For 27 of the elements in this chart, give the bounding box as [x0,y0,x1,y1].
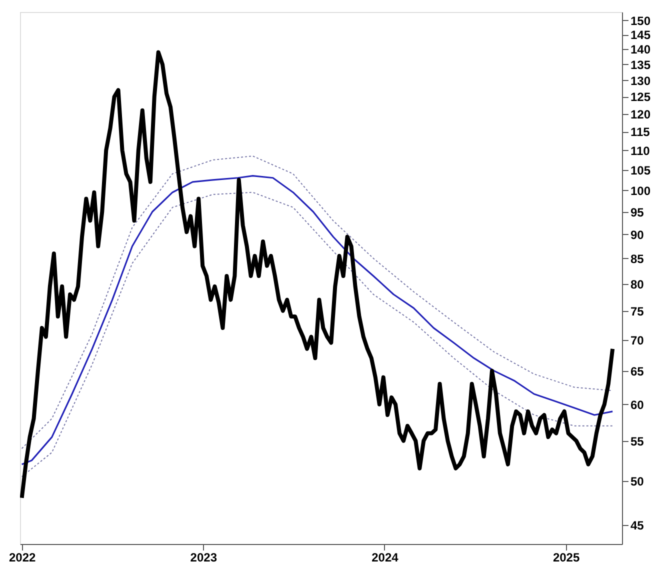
y-tick-label: 100 [630,184,651,198]
y-tick-label: 110 [630,144,650,158]
y-tick-label: 85 [630,252,644,266]
y-tick-label: 60 [630,398,644,412]
x-tick-label: 2024 [372,550,399,564]
y-tick-label: 90 [630,228,644,242]
x-tick-label: 2023 [190,550,218,564]
y-tick-label: 75 [630,304,644,318]
y-tick-label: 105 [630,163,651,178]
y-tick-label: 70 [630,333,644,348]
y-tick-label: 45 [630,518,644,532]
y-tick-label: 95 [630,205,644,220]
y-tick-label: 125 [630,90,651,104]
y-tick-label: 50 [630,474,644,488]
y-tick-label: 55 [630,434,644,448]
y-tick-label: 80 [630,277,644,292]
x-tick-label: 2025 [552,550,580,564]
line-series [20,50,615,500]
y-tick-label: 65 [630,364,644,378]
y-tick-label: 120 [630,107,651,122]
y-tick-label: 135 [630,58,651,72]
y-tick-label: 145 [630,28,651,42]
y-tick-label: 115 [630,125,650,140]
y-tick-label: 150 [630,14,651,28]
x-tick-label: 2022 [8,550,36,564]
y-tick-label: 140 [630,42,651,57]
y-tick-label: 130 [630,74,651,88]
